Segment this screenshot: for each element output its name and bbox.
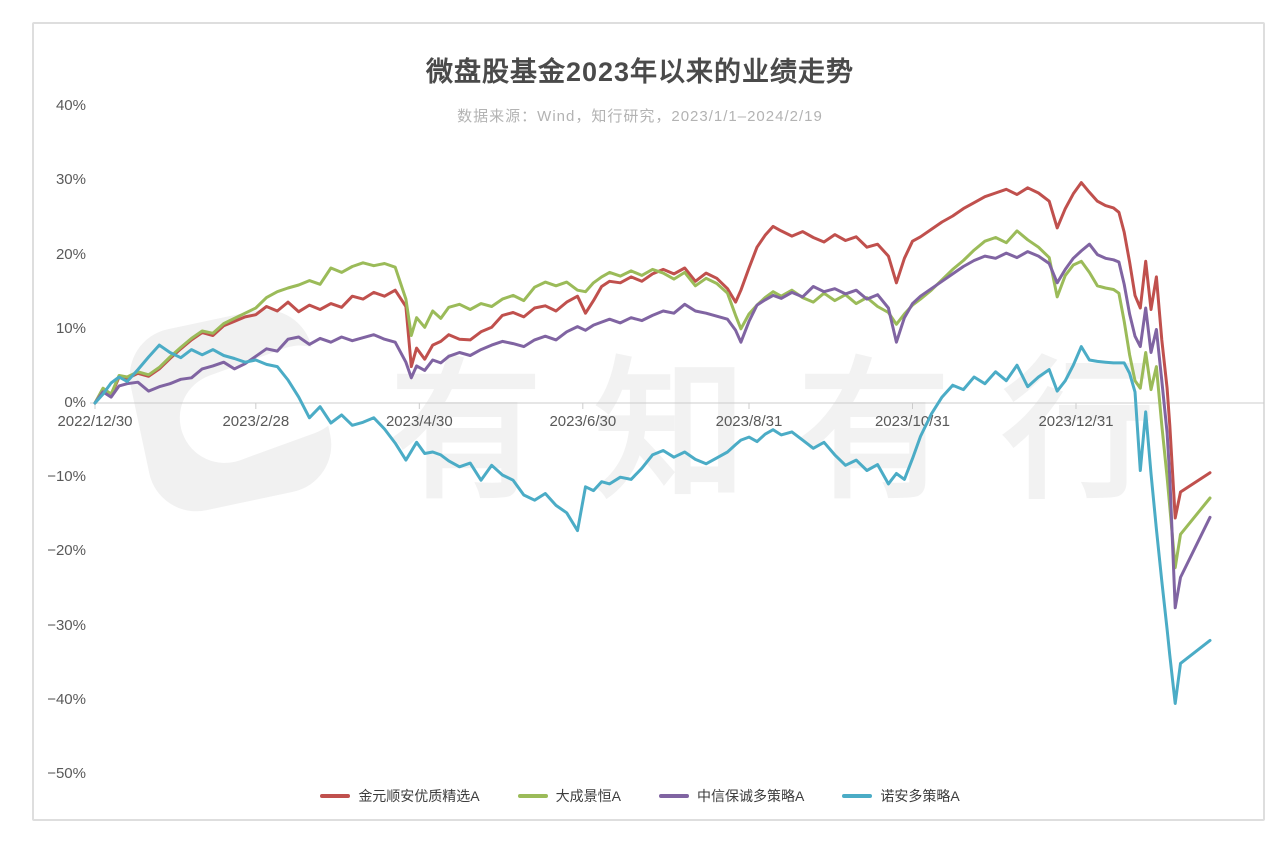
- y-axis-tick-label: 30%: [55, 171, 86, 189]
- legend-swatch-icon: [659, 794, 689, 798]
- x-axis-tick-label: 2023/4/30: [385, 413, 453, 430]
- series-line-3: [93, 343, 1212, 705]
- x-axis-tick-label: 2023/2/28: [222, 413, 290, 430]
- y-axis-tick-label: −50%: [47, 765, 86, 782]
- legend-item-0: 金元顺安优质精选A: [320, 786, 480, 806]
- y-axis-tick-label: 10%: [55, 319, 86, 337]
- y-axis-tick-label: −40%: [47, 690, 86, 708]
- y-axis-tick-label: 0%: [64, 394, 86, 411]
- legend-swatch-icon: [320, 794, 351, 798]
- y-axis-tick-label: −10%: [47, 468, 86, 486]
- legend-label: 中信保诚多策略A: [697, 788, 805, 804]
- legend-label: 金元顺安优质精选A: [358, 788, 480, 804]
- legend-item-1: 大成景恒A: [517, 786, 621, 806]
- series-line-1: [93, 229, 1212, 570]
- legend-swatch-icon: [842, 794, 873, 798]
- legend-label: 诺安多策略A: [880, 788, 960, 804]
- legend-label: 大成景恒A: [555, 788, 621, 804]
- page-title: 微盘股基金2023年以来的业绩走势: [425, 57, 855, 87]
- x-axis-tick-label: 2022/12/30: [57, 413, 133, 430]
- legend-item-2: 中信保诚多策略A: [659, 786, 804, 806]
- y-axis-tick-label: 20%: [55, 245, 86, 263]
- legend-swatch-icon: [517, 794, 548, 798]
- series-line-0: [93, 181, 1212, 520]
- x-axis-tick-label: 2023/12/31: [1038, 413, 1114, 430]
- y-axis-tick-label: −20%: [47, 542, 86, 560]
- x-axis-tick-label: 2023/8/31: [715, 413, 783, 430]
- legend-item-3: 诺安多策略A: [842, 786, 960, 806]
- data-source-subtitle: 数据来源：Wind，知行研究，2023/1/1–2024/2/19: [457, 108, 823, 125]
- x-axis-tick-label: 2023/6/30: [549, 413, 617, 430]
- chart-legend: 金元顺安优质精选A 大成景恒A 中信保诚多策略A 诺安多策略A: [0, 786, 1280, 806]
- y-axis-tick-label: −30%: [47, 616, 86, 634]
- y-axis-tick-label: 40%: [55, 97, 86, 115]
- series-line-2: [93, 242, 1212, 610]
